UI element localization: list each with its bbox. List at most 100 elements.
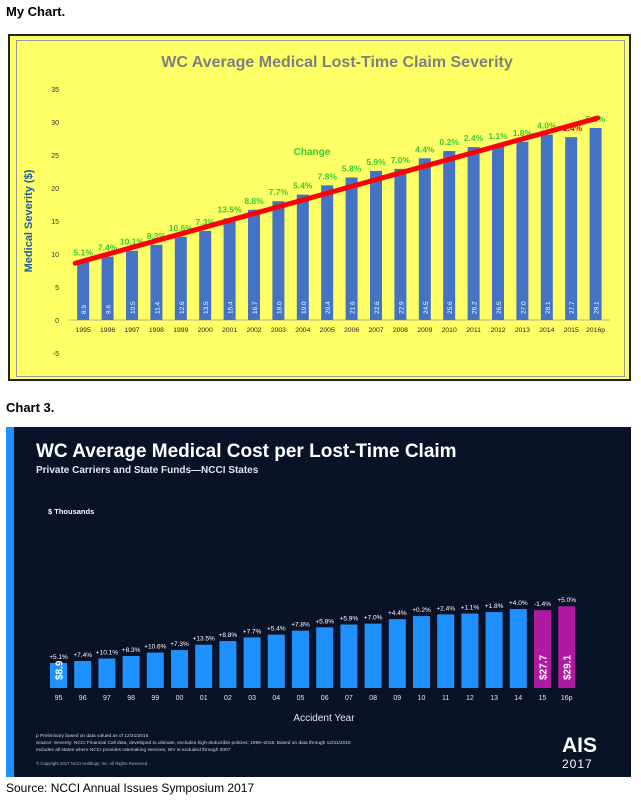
chart2-change-label: +0.2% [412, 607, 431, 614]
chart2-change-label: +7.8% [291, 622, 310, 629]
chart2-x-tick-label: 11 [442, 695, 449, 702]
chart2-change-label: +4.0% [509, 600, 528, 607]
chart1-bar [394, 168, 407, 320]
chart2-bar-value-label: $27.7 [539, 655, 550, 680]
chart1-x-tick-label: 2003 [271, 327, 286, 334]
chart1-bar [272, 201, 285, 320]
chart1-bar-value-label: 8.9 [81, 305, 88, 314]
chart1-bar [296, 194, 309, 320]
chart1-change-label: 13.5% [218, 204, 243, 214]
chart2-x-tick-label: 12 [466, 695, 474, 702]
chart2-x-tick-label: 02 [224, 695, 232, 702]
chart2-bar [485, 612, 503, 688]
chart1-bar [223, 218, 236, 320]
chart2-unit-label: $ Thousands [48, 507, 94, 516]
chart1-change-label: 8.3% [147, 231, 167, 241]
chart2-change-label: +5.9% [340, 615, 359, 622]
chart2-x-tick-label: 14 [514, 695, 522, 702]
chart1-x-tick-label: 2015 [564, 327, 579, 334]
chart1-change-label: 5.9% [366, 157, 386, 167]
chart2-bar [534, 610, 551, 688]
chart2-svg: WC Average Medical Cost per Lost-Time Cl… [6, 427, 597, 777]
chart1-y-tick-label: -5 [53, 351, 59, 358]
chart1-x-tick-label: 2014 [539, 327, 554, 334]
chart2-bar [316, 627, 334, 688]
chart2-change-label: -1.4% [534, 601, 551, 608]
chart1-bar-value-label: 27.0 [520, 301, 527, 314]
chart1-change-label: -1.4% [560, 123, 583, 133]
chart1-x-tick-label: 1995 [76, 327, 91, 334]
chart1-change-label: 4.0% [537, 121, 557, 131]
chart1-change-label: 0.2% [440, 137, 460, 147]
chart1-bar-value-label: 19.0 [301, 301, 308, 314]
chart2-bar-value-label: $8.9 [55, 660, 66, 680]
chart2-bar [340, 624, 358, 688]
chart1-change-label: 10.1% [120, 237, 145, 247]
chart1-change-label: 7.3% [196, 217, 216, 227]
chart2-x-tick-label: 10 [418, 695, 426, 702]
chart1-plot-area: WC Average Medical Lost-Time Claim Sever… [16, 40, 625, 377]
chart2-change-label: +10.6% [144, 644, 166, 651]
chart2-x-tick-label: 00 [176, 695, 184, 702]
chart1-x-tick-label: 2013 [515, 327, 530, 334]
chart1-bar [516, 141, 529, 320]
chart2-frame: WC Average Medical Cost per Lost-Time Cl… [6, 427, 631, 777]
chart2-bar [98, 658, 116, 688]
chart1-bar-value-label: 27.7 [569, 301, 576, 314]
chart2-bar [437, 614, 455, 688]
chart1-bar [101, 256, 114, 320]
chart1-trendline [72, 115, 601, 266]
chart2-footnote: Source: Severity: NCCI Financial Call da… [36, 740, 351, 746]
chart2-bar [364, 623, 382, 688]
chart1-x-tick-label: 2011 [466, 327, 481, 334]
chart1-x-tick-label: 1997 [124, 327, 139, 334]
chart1-change-label: 7.4% [98, 243, 118, 253]
chart1-bar-value-label: 20.4 [325, 301, 332, 314]
chart2-bar [267, 634, 285, 688]
chart2-heading: Chart 3. [6, 400, 55, 415]
chart1-bar [467, 147, 480, 320]
chart1-bar [370, 170, 382, 320]
chart1-change-label: 5.8% [342, 163, 362, 173]
chart2-bar [195, 644, 213, 688]
chart2-subtitle: Private Carriers and State Funds—NCCI St… [36, 465, 259, 476]
chart1-svg: WC Average Medical Lost-Time Claim Sever… [23, 54, 610, 358]
chart1-x-tick-label: 2005 [320, 327, 335, 334]
chart2-change-label: +5.8% [315, 618, 334, 625]
chart1-y-tick-label: 10 [51, 252, 59, 259]
chart2-bar-value-label: $29.1 [563, 655, 574, 680]
chart1-x-tick-label: 2012 [490, 327, 505, 334]
chart1-heading: My Chart. [6, 4, 66, 19]
chart1-bar-value-label: 9.6 [106, 305, 113, 314]
chart1-bar-value-label: 15.4 [228, 301, 235, 314]
chart2-x-tick-label: 03 [248, 695, 256, 702]
chart2-bar [558, 606, 576, 688]
chart1-bar-value-label: 11.4 [154, 301, 161, 314]
chart2-change-label: +8.8% [219, 632, 238, 639]
chart1-x-tick-label: 2009 [417, 327, 432, 334]
chart2-x-tick-label: 13 [490, 695, 498, 702]
source-caption: Source: NCCI Annual Issues Symposium 201… [6, 781, 255, 795]
chart1-x-tick-label: 2000 [198, 327, 213, 334]
chart2-accent-bar [6, 427, 14, 777]
chart2-x-tick-label: 08 [369, 695, 377, 702]
chart1-bar [540, 134, 553, 320]
chart2-bar [146, 652, 164, 688]
chart1-y-tick-label: 0 [55, 318, 59, 325]
chart2-footnote: p Preliminary based on data valued as of… [36, 733, 149, 739]
chart2-change-label: +5.4% [267, 626, 286, 633]
chart2-bar [50, 662, 67, 688]
chart1-bar [443, 151, 456, 320]
chart2-change-label: +5.1% [49, 654, 68, 661]
chart2-x-tick-label: 07 [345, 695, 353, 702]
chart1-change-label: 7.8% [318, 171, 338, 181]
chart1-bar-value-label: 25.6 [447, 301, 454, 314]
chart1-y-tick-label: 15 [51, 219, 59, 226]
chart1-x-tick-label: 2004 [295, 327, 310, 334]
chart2-x-tick-label: 98 [127, 695, 135, 702]
chart1-change-annotation: Change [294, 147, 331, 158]
chart1-x-tick-label: 1998 [149, 327, 164, 334]
chart1-bar-value-label: 22.9 [398, 301, 405, 314]
chart2-logo-year: 2017 [562, 757, 593, 771]
chart2-x-tick-label: 09 [393, 695, 401, 702]
